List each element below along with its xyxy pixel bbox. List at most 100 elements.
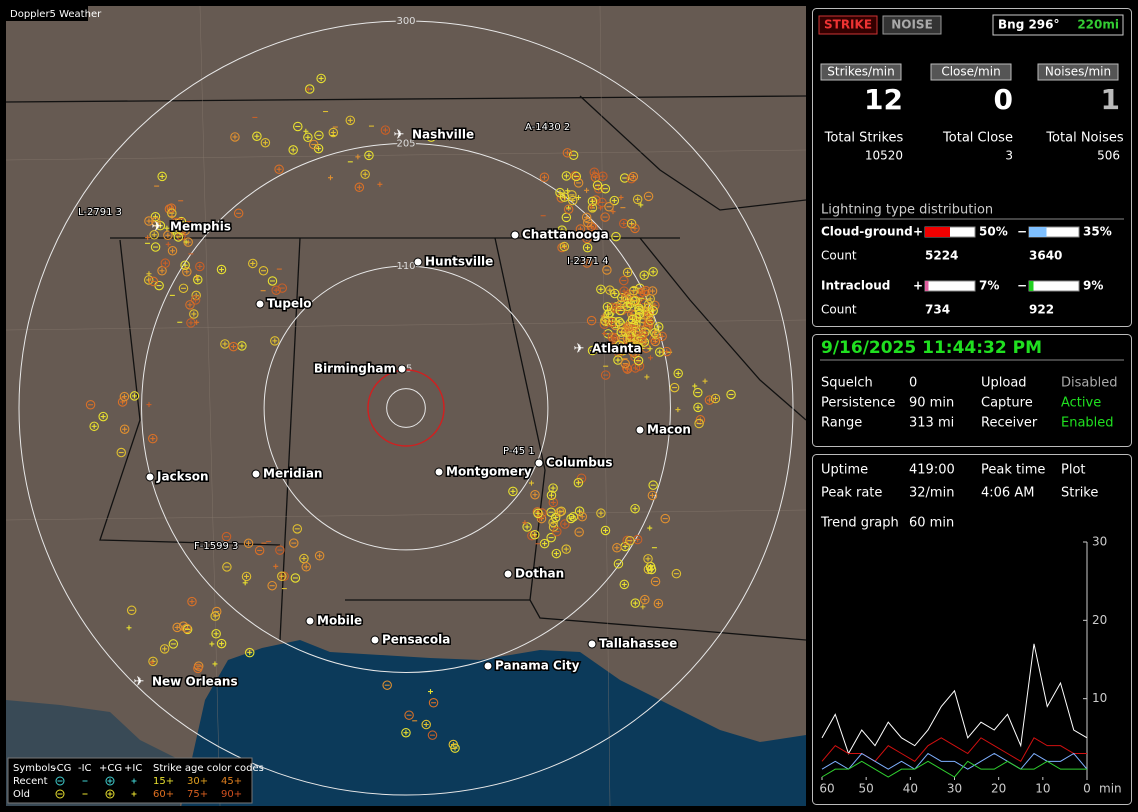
trend-line (821, 643, 1088, 755)
setting-label: Capture (981, 396, 1033, 411)
strike-circle (171, 217, 182, 228)
strike-circle (556, 506, 567, 517)
strike-circle (605, 285, 615, 295)
strike-symbol (587, 345, 598, 356)
strike-circle (614, 340, 625, 350)
strike-button[interactable] (818, 15, 878, 35)
strike-symbol (642, 338, 648, 344)
strike-symbol (600, 315, 610, 326)
airport-icon: ✈ (134, 675, 145, 690)
count-label: Count (821, 249, 857, 263)
strike-circle (292, 524, 303, 534)
strike-circle (629, 285, 639, 296)
dist-title: Lightning type distribution (821, 203, 993, 218)
strike-symbol (628, 171, 639, 182)
strike-mode[interactable]: STRIKE (824, 18, 872, 32)
setting-value: 0 (909, 376, 917, 391)
strike-circle (144, 216, 154, 226)
strike-symbol (149, 660, 155, 666)
strike-symbol (289, 538, 299, 548)
strike-circle (548, 483, 558, 493)
trend-line (821, 737, 1087, 763)
strike-symbol (151, 216, 161, 227)
percent: 50% (979, 225, 1008, 239)
range-ring (263, 265, 549, 551)
strike-symbol (85, 400, 96, 410)
strike-symbol (633, 355, 644, 366)
noise-button[interactable] (882, 15, 942, 35)
bar-track (924, 280, 976, 292)
strike-symbol (575, 224, 586, 234)
strike-symbol (619, 286, 629, 296)
strike-symbol (168, 639, 179, 649)
strike-symbol (671, 568, 682, 579)
strike-circle (270, 336, 280, 346)
strike-circle (277, 571, 287, 582)
strike-circle (673, 368, 683, 379)
strike-symbol (182, 267, 192, 277)
legend-age: 45+ (221, 776, 242, 787)
storm-cell-label: F-1599 3 (194, 541, 238, 552)
legend-symbol (55, 776, 65, 786)
strike-symbol (710, 393, 721, 404)
strike-symbol (260, 137, 271, 148)
city-dot (635, 425, 645, 435)
strike-circle (228, 341, 239, 352)
storm-cell-label: P-45 1 (503, 446, 535, 457)
strike-symbol (602, 265, 612, 275)
strike-circle (671, 568, 682, 579)
strike-symbol (144, 216, 154, 226)
strike-circle (641, 285, 651, 296)
strike-symbol (623, 324, 634, 334)
city-dot (534, 458, 544, 468)
strike-circle (244, 647, 255, 658)
strike-circle (360, 169, 370, 180)
legend-label: Recent (13, 776, 48, 787)
strike-symbol (530, 489, 540, 500)
strike-circle (643, 299, 654, 309)
strike-circle (180, 260, 190, 270)
strike-circle (655, 347, 665, 357)
strike-circle (615, 305, 625, 316)
strike-circle (119, 391, 130, 402)
strike-symbol (428, 698, 439, 708)
strike-symbol (98, 411, 108, 422)
strike-symbol (546, 490, 557, 500)
strike-symbol (604, 201, 614, 212)
strike-circle (632, 194, 643, 205)
city-dot (510, 230, 520, 240)
strike-circle (546, 532, 556, 543)
strike-symbol (173, 232, 184, 242)
strike-circle (619, 218, 629, 229)
strike-symbol (574, 527, 584, 537)
percent: 7% (979, 279, 999, 293)
strike-circle (221, 531, 232, 542)
strike-symbol (165, 241, 171, 247)
y-tick-label: 20 (1092, 613, 1107, 627)
strike-symbol (648, 267, 658, 277)
strike-symbol (248, 258, 258, 269)
strike-symbol (212, 661, 218, 667)
strike-symbol (647, 346, 653, 352)
strike-circle (600, 183, 611, 194)
noise-mode[interactable]: NOISE (891, 18, 933, 32)
city-label: Montgomery (446, 465, 532, 479)
strike-circle (126, 605, 137, 616)
strike-symbol (210, 611, 220, 621)
strike-circle (557, 225, 567, 235)
stat-value: 419:00 (909, 463, 955, 478)
strike-circle (243, 538, 254, 549)
strike-symbol (360, 169, 370, 180)
strike-circle (650, 300, 660, 311)
strike-symbol (522, 520, 528, 526)
strike-symbol (552, 526, 562, 537)
strike-symbol (647, 355, 653, 361)
strike-circle (533, 508, 543, 519)
strike-circle (89, 421, 99, 432)
strike-circle (271, 285, 281, 295)
strike-circle (587, 345, 598, 356)
strike-symbol (551, 548, 562, 559)
strike-symbol (275, 545, 285, 555)
strike-circle (726, 389, 736, 400)
strike-symbol (539, 172, 550, 183)
